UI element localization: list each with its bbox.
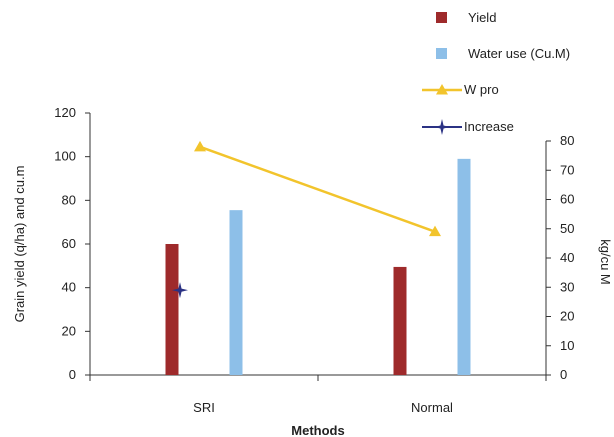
bars — [165, 158, 471, 375]
right-y-tick-label: 30 — [560, 279, 574, 294]
bar-yield — [393, 266, 407, 375]
legend-swatch-water-use-cu-m — [436, 48, 447, 59]
y2-axis-title: kg/cu M — [598, 239, 613, 285]
x-tick-label: Normal — [411, 400, 453, 415]
left-y-axis-ticks: 0 20 40 60 80 100 120 — [54, 105, 90, 382]
left-y-tick-label: 0 — [69, 367, 76, 382]
right-y-tick-label: 60 — [560, 192, 574, 207]
right-y-tick-label: 40 — [560, 250, 574, 265]
legend-marker-increase — [434, 119, 450, 135]
legend-label-w-pro: W pro — [464, 82, 499, 97]
right-y-tick-label: 0 — [560, 367, 567, 382]
legend-label-increase: Increase — [464, 119, 514, 134]
bar-yield — [165, 244, 179, 375]
right-y-tick-label: 10 — [560, 338, 574, 353]
legend-marker-w-pro — [436, 84, 448, 95]
right-y-tick-label: 50 — [560, 221, 574, 236]
legend-label-water-use-cu-m: Water use (Cu.M) — [468, 46, 570, 61]
left-y-tick-label: 60 — [62, 236, 76, 251]
line-w-pro — [199, 145, 436, 233]
right-y-tick-label: 70 — [560, 162, 574, 177]
bar-water-use-cu-m — [457, 158, 471, 375]
right-y-axis-ticks: 0 10 20 30 40 50 60 70 80 — [546, 133, 574, 382]
legend-label-yield: Yield — [468, 10, 496, 25]
left-y-tick-label: 80 — [62, 192, 76, 207]
x-tick-label: SRI — [193, 400, 215, 415]
points — [172, 282, 188, 299]
line-w-pro-point — [429, 225, 441, 237]
legend: Yield Water use (Cu.M) W pro Increase — [422, 10, 570, 135]
left-y-tick-label: 120 — [54, 105, 76, 120]
y-axis-title: Grain yield (q/ha) and cu.m — [12, 166, 27, 323]
point-increase — [172, 282, 188, 299]
lines — [194, 140, 441, 237]
right-y-tick-label: 80 — [560, 133, 574, 148]
left-y-tick-label: 100 — [54, 149, 76, 164]
x-axis-ticks: SRI Normal — [89, 375, 547, 415]
right-y-tick-label: 20 — [560, 309, 574, 324]
bar-water-use-cu-m — [229, 210, 243, 375]
left-y-tick-label: 40 — [62, 280, 76, 295]
left-y-tick-label: 20 — [62, 323, 76, 338]
legend-swatch-yield — [436, 12, 447, 23]
x-axis-title: Methods — [291, 423, 344, 437]
line-w-pro-point — [194, 140, 206, 152]
axes — [89, 113, 547, 376]
